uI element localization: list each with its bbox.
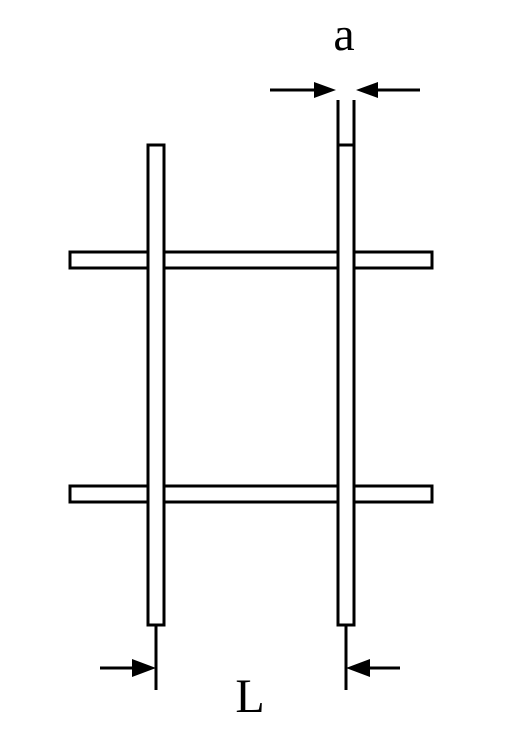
dim-L-arrow-left	[132, 659, 156, 677]
dim-L-label: L	[235, 670, 264, 723]
horizontal-bar-bottom	[70, 486, 432, 502]
vertical-bar-right	[338, 145, 354, 625]
horizontal-bar-top	[70, 252, 432, 268]
dim-L-arrow-right	[346, 659, 370, 677]
dim-a-arrow-right	[356, 82, 378, 98]
dim-a-label: a	[333, 8, 354, 61]
vertical-bar-left	[148, 145, 164, 625]
grid-dimension-diagram: aL	[0, 0, 512, 736]
dim-a-arrow-left	[314, 82, 336, 98]
